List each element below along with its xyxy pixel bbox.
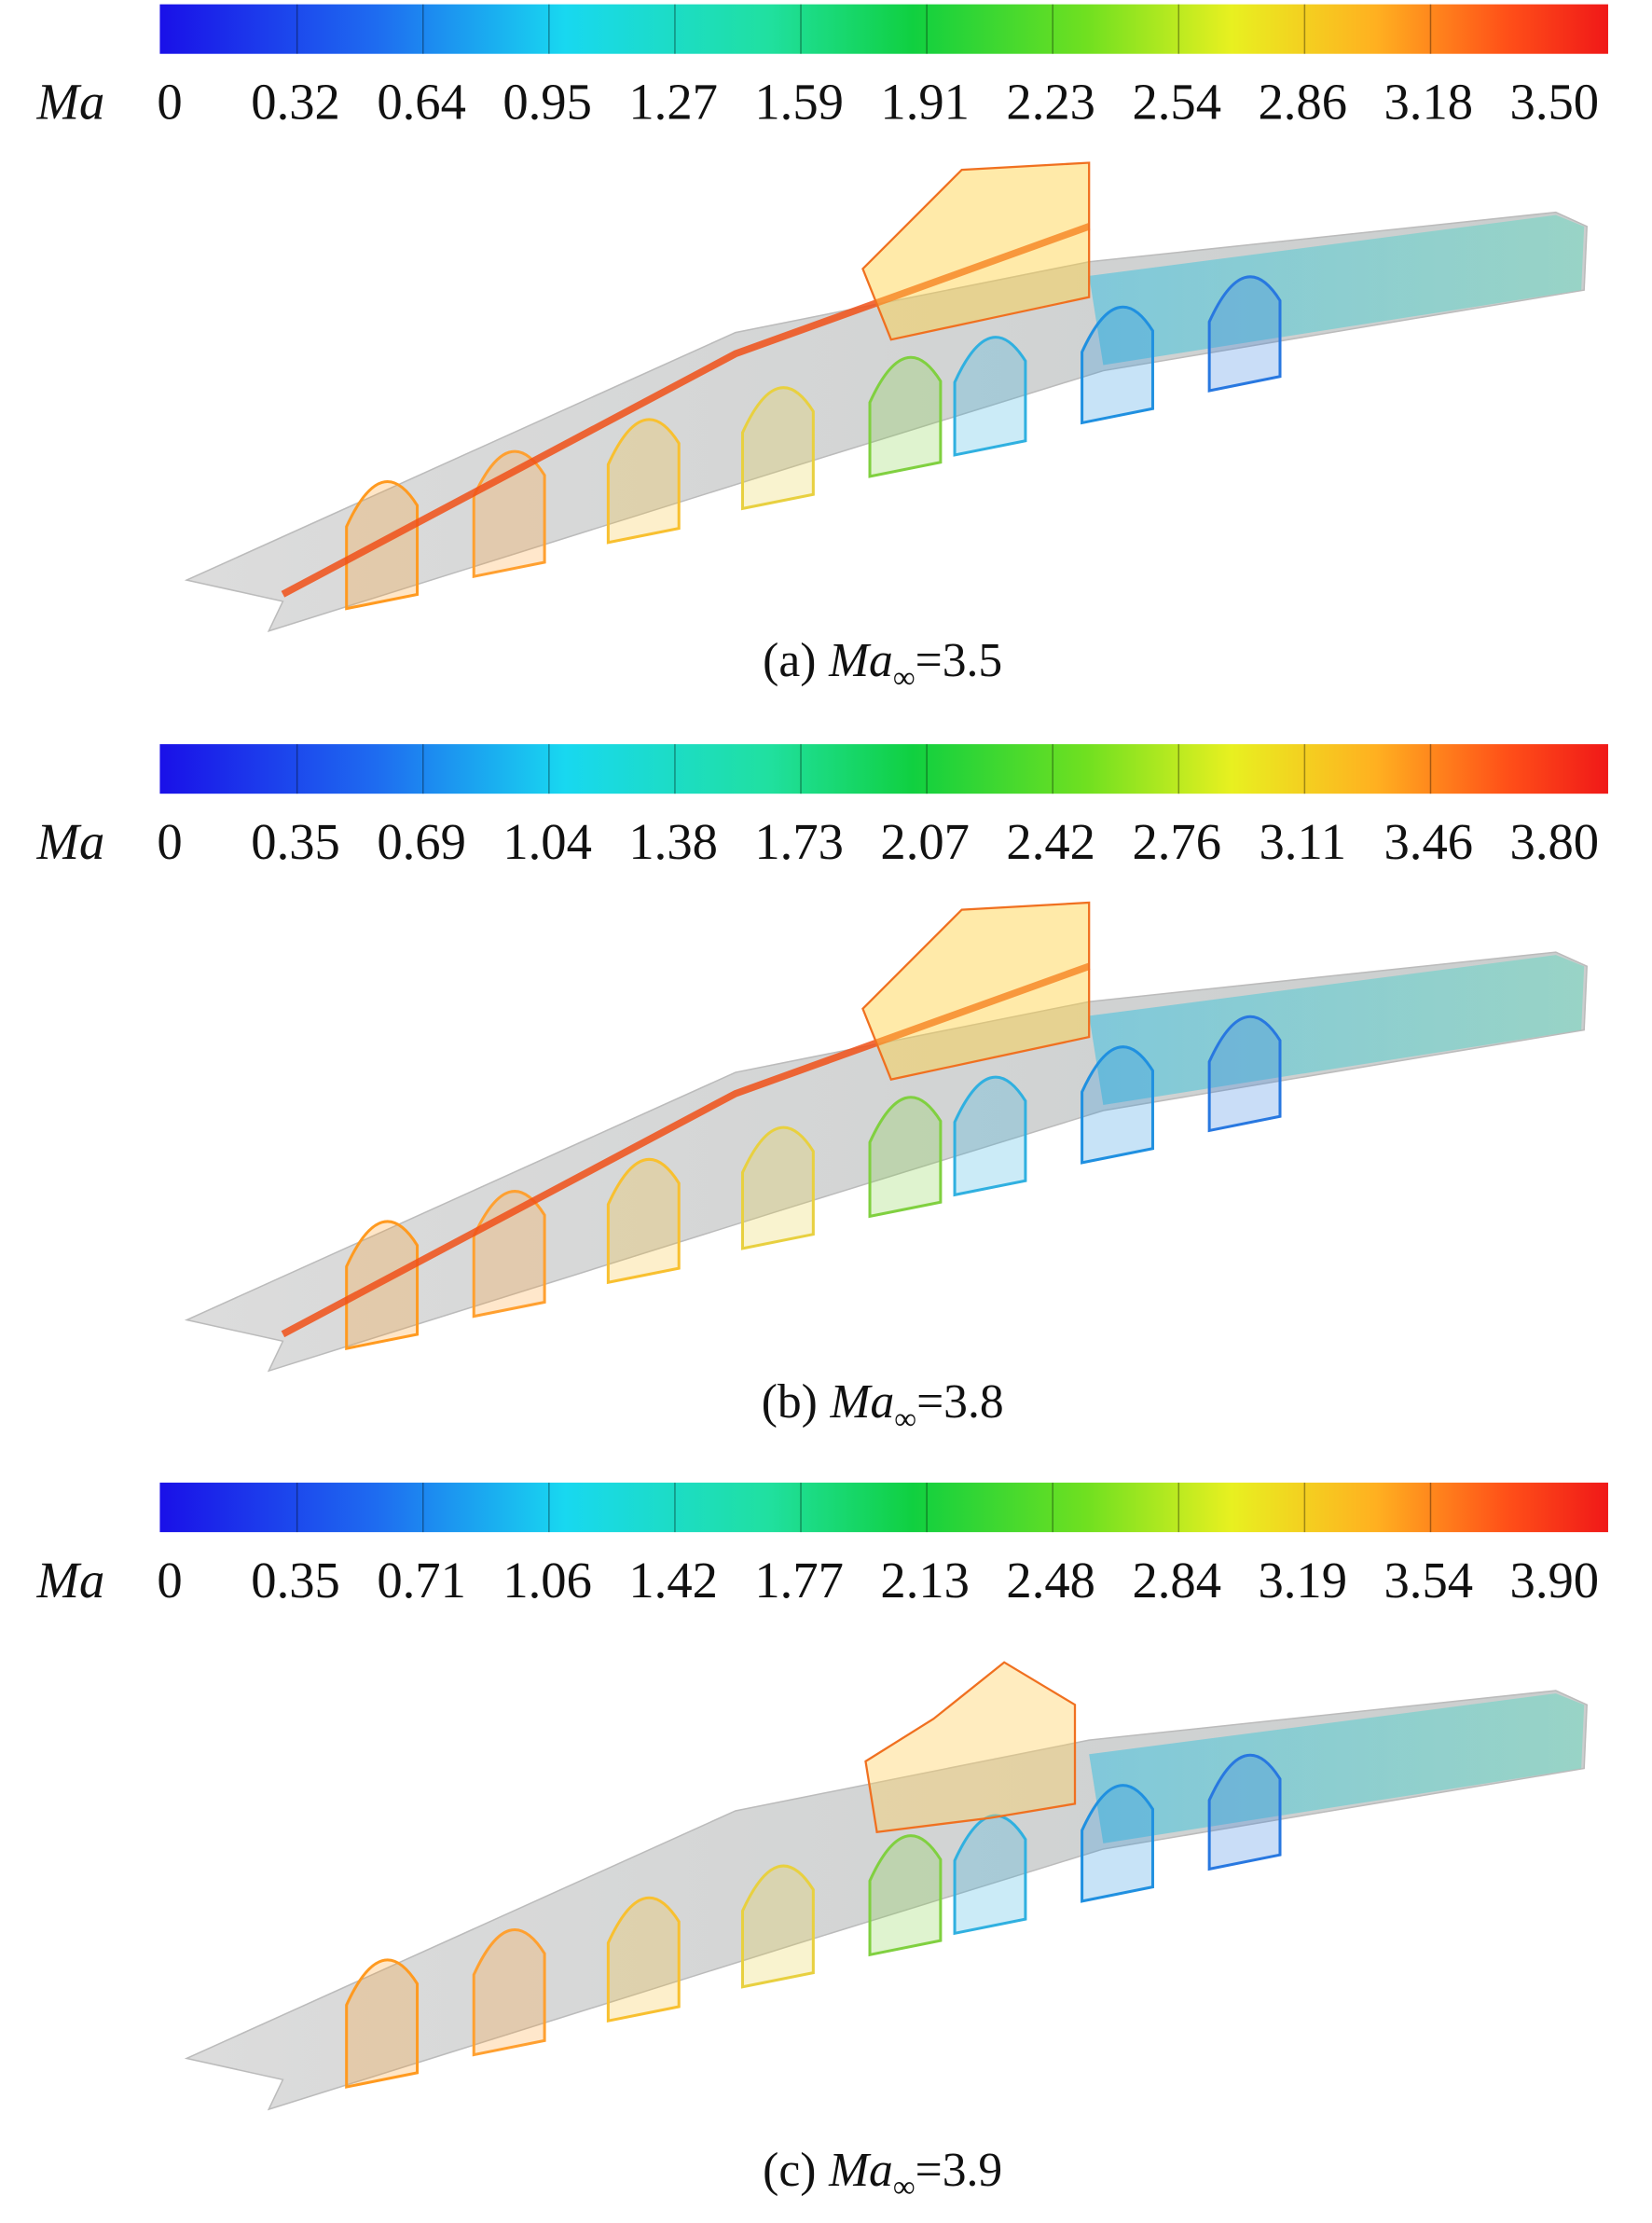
colorbar-tick-label: 3.90 bbox=[1510, 1552, 1600, 1609]
caption-subscript: ∞ bbox=[893, 2170, 915, 2204]
caption-label: (b) bbox=[762, 1375, 818, 1429]
colorbar-tick-label: 3.18 bbox=[1384, 74, 1474, 131]
caption-label: (c) bbox=[763, 2144, 816, 2197]
colorbar-tick-label: 3.80 bbox=[1510, 813, 1600, 870]
colorbar-tick-label: 2.42 bbox=[1006, 813, 1095, 870]
duct-section bbox=[606, 418, 681, 545]
shock-region bbox=[864, 1661, 1077, 1834]
colorbar-tick-label: 0.35 bbox=[251, 813, 340, 870]
colorbar-tick-label: 1.04 bbox=[502, 813, 592, 870]
duct-section bbox=[740, 1864, 815, 1989]
colorbar-tick-label: 0.69 bbox=[377, 813, 466, 870]
caption: (a) Ma∞=3.5 bbox=[763, 634, 1002, 695]
duct-rear bbox=[1089, 1693, 1585, 1843]
duct-section bbox=[740, 1125, 815, 1250]
caption-label: (a) bbox=[763, 634, 816, 687]
duct-section bbox=[868, 1834, 943, 1957]
colorbar-tick-label: 2.54 bbox=[1132, 74, 1221, 131]
colorbar-tick-label: 0 bbox=[157, 813, 182, 870]
colorbar-tick-label: 2.48 bbox=[1006, 1552, 1095, 1609]
colorbar-tick-label: 0.64 bbox=[377, 74, 466, 131]
colorbar-tick-label: 2.84 bbox=[1132, 1552, 1221, 1609]
colorbar-tick-label: 2.13 bbox=[880, 1552, 970, 1609]
colorbar-tick-label: 0.95 bbox=[502, 74, 592, 131]
colorbar-tick-label: 1.42 bbox=[628, 1552, 718, 1609]
caption: (b) Ma∞=3.8 bbox=[762, 1375, 1004, 1436]
panel: Ma 0 0.32 0.64 0.95 1.27 1.59 1.91 2.23 2.54 2.86 3… bbox=[35, 4, 1608, 695]
caption-subscript: ∞ bbox=[893, 660, 915, 695]
flow-streak bbox=[281, 962, 1091, 1338]
duct-section bbox=[1081, 1784, 1154, 1903]
duct-section bbox=[1207, 1753, 1282, 1871]
colorbar-tick-label: 3.46 bbox=[1384, 813, 1474, 870]
colorbar-tick-label: 1.06 bbox=[502, 1552, 592, 1609]
colorbar-tick-label: 0 bbox=[157, 1552, 182, 1609]
colorbar-tick-label: 2.86 bbox=[1258, 74, 1347, 131]
duct-rear bbox=[1089, 214, 1585, 366]
colorbar-tick-label: 0.32 bbox=[251, 74, 340, 131]
colorbar-tick-label: 1.91 bbox=[880, 74, 970, 131]
colorbar-tick-label: 1.73 bbox=[754, 813, 844, 870]
colorbar-tick-label: 0 bbox=[157, 74, 182, 131]
caption-variable: Ma bbox=[830, 1375, 895, 1429]
caption-variable: Ma bbox=[828, 634, 893, 687]
colorbar-tick-label: 3.19 bbox=[1258, 1552, 1347, 1609]
caption-value: =3.5 bbox=[915, 634, 1003, 687]
colorbar-tick-label: 3.50 bbox=[1510, 74, 1600, 131]
colorbar-tick-label: 3.54 bbox=[1384, 1552, 1474, 1609]
duct-section bbox=[345, 1958, 420, 2089]
shock-region bbox=[861, 901, 1091, 1081]
duct-section bbox=[606, 1896, 681, 2023]
duct-section bbox=[1207, 1015, 1282, 1133]
duct-section bbox=[1081, 1045, 1154, 1165]
caption-value: =3.9 bbox=[915, 2144, 1003, 2197]
colorbar-label: Ma bbox=[35, 813, 104, 870]
shock-region bbox=[861, 161, 1091, 341]
colorbar-label: Ma bbox=[35, 1552, 104, 1609]
panel: Ma 0 0.35 0.69 1.04 1.38 1.73 2.07 2.42 2.76 3.11 3… bbox=[35, 744, 1608, 1436]
caption-subscript: ∞ bbox=[894, 1401, 916, 1436]
duct-section bbox=[606, 1157, 681, 1285]
duct-section bbox=[953, 1075, 1027, 1197]
colorbar-tick-label: 3.11 bbox=[1259, 813, 1346, 870]
colorbar-tick-label: 0.35 bbox=[251, 1552, 340, 1609]
colorbar bbox=[159, 1483, 1608, 1533]
colorbar-tick-label: 0.71 bbox=[377, 1552, 466, 1609]
colorbar-tick-label: 2.23 bbox=[1006, 74, 1095, 131]
colorbar-tick-label: 1.59 bbox=[754, 74, 844, 131]
panel: Ma 0 0.35 0.71 1.06 1.42 1.77 2.13 2.48 2.84 3.19 3… bbox=[35, 1483, 1608, 2204]
caption: (c) Ma∞=3.9 bbox=[763, 2144, 1002, 2204]
colorbar-label: Ma bbox=[35, 74, 104, 131]
duct-section bbox=[1081, 305, 1154, 425]
caption-value: =3.8 bbox=[916, 1375, 1004, 1429]
duct-section bbox=[472, 1927, 546, 2057]
colorbar-tick-label: 1.77 bbox=[754, 1552, 844, 1609]
colorbar-tick-label: 2.76 bbox=[1132, 813, 1221, 870]
duct-section bbox=[868, 1096, 943, 1219]
duct-section bbox=[740, 386, 815, 511]
colorbar-tick-label: 1.38 bbox=[628, 813, 718, 870]
duct-section bbox=[953, 336, 1027, 457]
colorbar-tick-label: 1.27 bbox=[628, 74, 718, 131]
colorbar bbox=[159, 4, 1608, 54]
colorbar bbox=[159, 744, 1608, 794]
duct-section bbox=[1207, 275, 1282, 393]
caption-variable: Ma bbox=[828, 2144, 893, 2197]
duct-rear bbox=[1089, 955, 1585, 1105]
flow-streak bbox=[281, 223, 1091, 598]
duct-section bbox=[868, 355, 943, 478]
colorbar-tick-label: 2.07 bbox=[880, 813, 970, 870]
